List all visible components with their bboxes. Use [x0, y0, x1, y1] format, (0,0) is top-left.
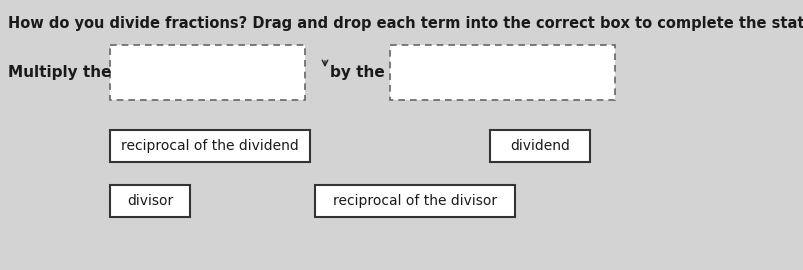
- Bar: [110, 185, 190, 217]
- Text: How do you divide fractions? Drag and drop each term into the correct box to com: How do you divide fractions? Drag and dr…: [8, 16, 803, 31]
- Bar: [110, 45, 304, 100]
- Bar: [315, 185, 515, 217]
- Text: dividend: dividend: [509, 139, 569, 153]
- Text: by the: by the: [329, 65, 385, 79]
- Bar: [389, 45, 614, 100]
- Text: Multiply the: Multiply the: [8, 65, 112, 79]
- Bar: [110, 130, 310, 162]
- Text: divisor: divisor: [127, 194, 173, 208]
- Text: reciprocal of the divisor: reciprocal of the divisor: [332, 194, 496, 208]
- Text: reciprocal of the dividend: reciprocal of the dividend: [121, 139, 299, 153]
- Bar: [489, 130, 589, 162]
